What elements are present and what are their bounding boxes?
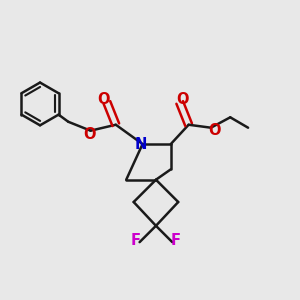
Text: O: O — [98, 92, 110, 107]
Text: O: O — [176, 92, 189, 107]
Text: O: O — [83, 127, 95, 142]
Text: F: F — [171, 233, 181, 248]
Text: N: N — [135, 136, 147, 152]
Text: O: O — [208, 123, 221, 138]
Text: F: F — [131, 233, 141, 248]
